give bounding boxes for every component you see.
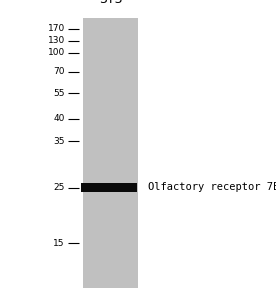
Text: 15: 15: [53, 238, 65, 247]
Text: 35: 35: [53, 136, 65, 146]
Bar: [81, 183, 137, 192]
Text: 70: 70: [53, 68, 65, 76]
Text: 100: 100: [47, 48, 65, 57]
Text: 40: 40: [54, 114, 65, 123]
Text: 25: 25: [54, 183, 65, 192]
Text: 170: 170: [47, 24, 65, 33]
Text: Olfactory receptor 7E5P: Olfactory receptor 7E5P: [148, 182, 276, 193]
Text: 130: 130: [47, 36, 65, 45]
Bar: [83, 18, 138, 288]
Text: 3T3: 3T3: [99, 0, 122, 6]
Text: 55: 55: [53, 88, 65, 98]
